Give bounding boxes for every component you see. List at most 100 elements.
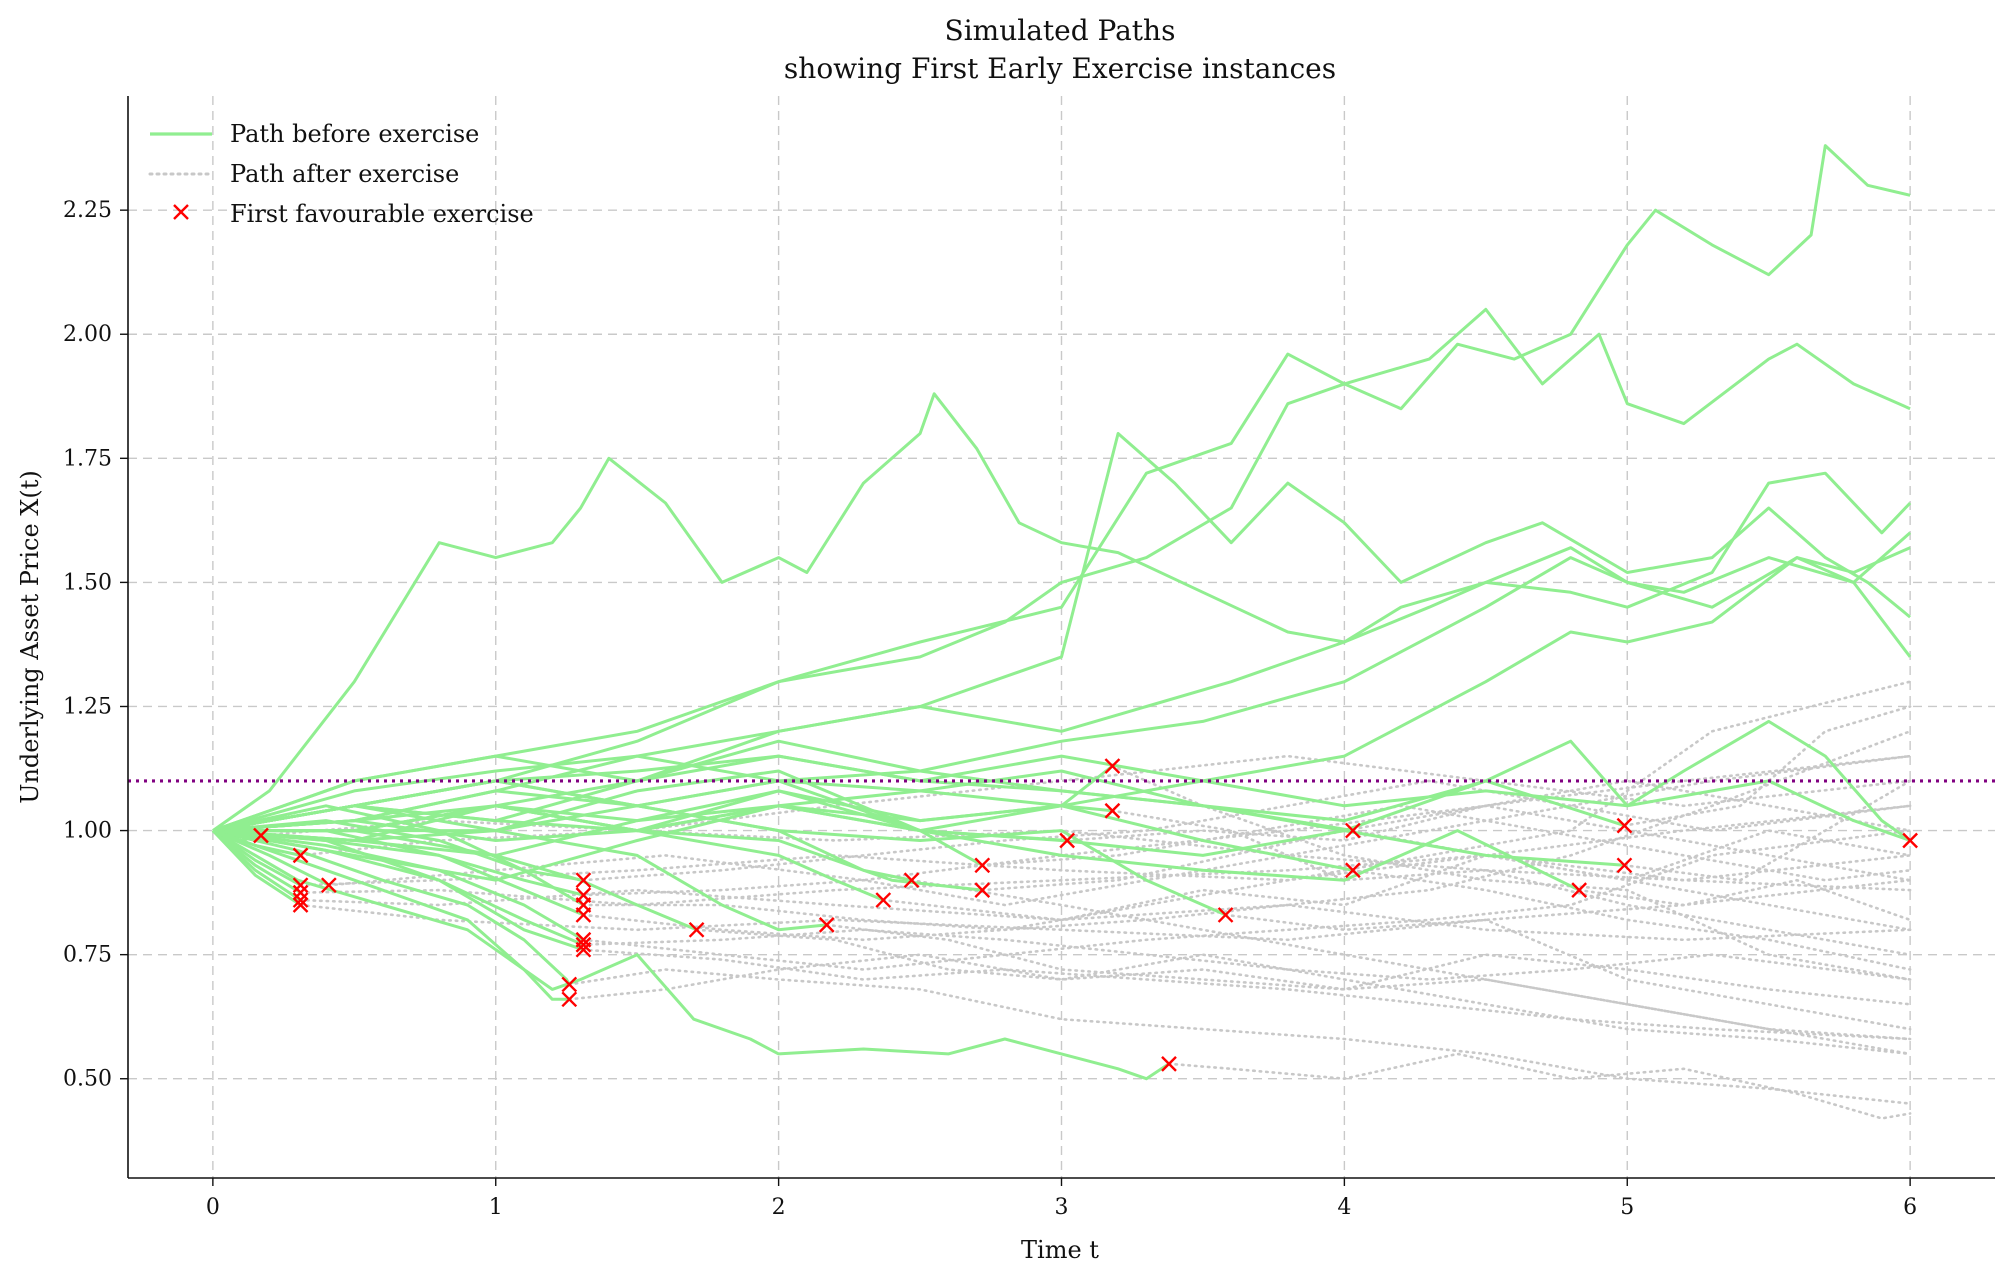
paths-after-layer — [259, 680, 1912, 1120]
path-after-26 — [582, 754, 1912, 907]
path-after-17 — [910, 878, 1912, 1056]
path-after-34 — [299, 804, 1912, 887]
exercise-markers-layer — [253, 758, 1918, 1072]
exercise-marker-20 — [688, 921, 705, 938]
x-tick-label-3: 3 — [1055, 1195, 1069, 1220]
chart-title-line2: showing First Early Exercise instances — [784, 52, 1336, 85]
grid — [128, 96, 1995, 1178]
path-after-39 — [980, 804, 1912, 882]
y-tick-label-2: 1.00 — [63, 819, 112, 844]
y-tick-label-4: 1.50 — [63, 570, 112, 595]
path-before-15 — [212, 739, 1625, 833]
x-axis-label: Time t — [1021, 1236, 1099, 1264]
path-after-11 — [1224, 913, 1912, 1031]
path-before-27 — [212, 804, 585, 907]
y-tick-label-6: 2.00 — [63, 322, 112, 347]
exercise-marker-8 — [1161, 1055, 1177, 1072]
exercise-marker-10 — [1104, 802, 1121, 819]
path-after-8 — [1167, 1052, 1912, 1120]
exercise-marker-35 — [292, 884, 309, 901]
y-ticks: 0.50 0.75 1.00 1.25 1.50 1.75 2.00 2.25 — [63, 198, 128, 1092]
path-after-16 — [1623, 779, 1912, 882]
path-before-1 — [212, 144, 1911, 833]
path-after-29 — [582, 829, 1912, 971]
x-tick-label-4: 4 — [1337, 1195, 1351, 1220]
y-tick-label-7: 2.25 — [63, 198, 112, 223]
exercise-marker-36 — [292, 892, 309, 908]
exercise-marker-17 — [903, 872, 920, 889]
exercise-marker-23 — [561, 976, 578, 993]
path-after-36 — [299, 888, 1912, 942]
path-before-2 — [212, 307, 1911, 833]
x-tick-label-6: 6 — [1903, 1195, 1917, 1220]
path-after-18 — [881, 829, 1912, 922]
path-after-19 — [825, 923, 1912, 1006]
legend-label-exercise: First favourable exercise — [230, 200, 534, 228]
path-before-8 — [212, 829, 1170, 1081]
exercise-marker-38 — [320, 877, 337, 894]
exercise-marker-11 — [1217, 907, 1234, 923]
exercise-marker-14 — [1571, 882, 1588, 898]
exercise-marker-31 — [575, 941, 592, 958]
path-before-28 — [212, 829, 584, 917]
exercise-marker-34 — [292, 877, 309, 894]
exercise-marker-13 — [1345, 862, 1361, 879]
exercise-marker-33 — [292, 847, 309, 864]
y-tick-label-1: 0.75 — [63, 943, 112, 968]
path-before-3 — [212, 432, 1912, 833]
path-after-27 — [582, 680, 1912, 932]
path-before-38 — [212, 829, 330, 887]
path-after-31 — [582, 948, 1912, 1041]
path-after-30 — [582, 928, 1912, 981]
path-before-25 — [212, 819, 584, 882]
y-tick-label-0: 0.50 — [63, 1067, 112, 1092]
path-after-24 — [567, 953, 1912, 1041]
path-before-20 — [212, 829, 698, 932]
exercise-marker-22 — [1059, 832, 1076, 849]
x-tick-label-1: 1 — [489, 1195, 503, 1220]
path-after-23 — [567, 968, 1912, 1105]
path-before-6 — [212, 556, 1912, 842]
legend-swatch-exercise — [173, 204, 189, 220]
exercise-marker-39 — [974, 857, 991, 874]
exercise-marker-40 — [1902, 832, 1918, 849]
paths-before-layer — [211, 144, 1912, 1081]
exercise-marker-32 — [253, 827, 269, 844]
y-axis-label: Underlying Asset Price X(t) — [16, 470, 44, 804]
legend-label-after: Path after exercise — [230, 160, 459, 188]
path-after-14 — [1577, 878, 1912, 922]
x-tick-label-5: 5 — [1620, 1195, 1634, 1220]
exercise-marker-18 — [875, 892, 892, 908]
exercise-marker-24 — [561, 991, 578, 1008]
path-after-37 — [299, 878, 1912, 942]
path-after-13 — [1351, 868, 1912, 971]
x-tick-label-2: 2 — [772, 1195, 786, 1220]
y-tick-label-5: 1.75 — [63, 446, 112, 471]
x-tick-label-0: 0 — [206, 1195, 220, 1220]
path-before-31 — [212, 829, 584, 952]
exercise-marker-28 — [575, 907, 592, 923]
exercise-marker-21 — [974, 882, 991, 898]
exercise-marker-37 — [292, 897, 309, 913]
x-ticks: 0 1 2 3 4 5 6 — [206, 1178, 1917, 1220]
path-before-37 — [211, 829, 302, 907]
exercise-marker-25 — [575, 872, 592, 889]
exercise-marker-19 — [818, 917, 835, 933]
path-before-21 — [212, 804, 983, 892]
legend: Path before exercise Path after exercise… — [148, 120, 534, 228]
path-after-32 — [259, 754, 1912, 837]
path-before-24 — [212, 829, 570, 1001]
exercise-marker-12 — [1345, 822, 1361, 839]
exercise-marker-9 — [1104, 758, 1121, 774]
chart-title-line1: Simulated Paths — [945, 14, 1176, 47]
exercise-marker-30 — [575, 936, 592, 953]
path-after-20 — [695, 928, 1912, 1056]
path-before-40 — [212, 754, 1911, 842]
legend-label-before: Path before exercise — [230, 120, 479, 148]
y-tick-label-3: 1.25 — [63, 694, 112, 719]
path-before-0 — [212, 392, 1912, 832]
exercise-marker-15 — [1616, 817, 1633, 834]
path-after-15 — [1623, 705, 1912, 827]
